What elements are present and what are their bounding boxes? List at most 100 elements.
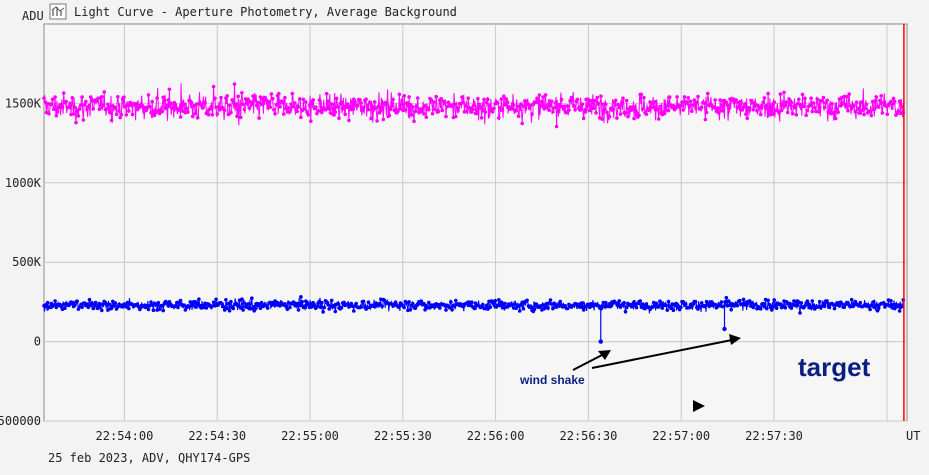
comparison-data-point xyxy=(339,100,344,105)
x-tick-label: 22:57:00 xyxy=(652,429,710,443)
target-data-point xyxy=(754,302,758,307)
comparison-data-point xyxy=(54,113,59,118)
target-data-point xyxy=(225,306,229,311)
target-data-point xyxy=(315,305,319,309)
comparison-data-point xyxy=(844,94,849,99)
target-data-point xyxy=(810,299,815,303)
target-data-point xyxy=(193,305,197,309)
target-data-point xyxy=(324,300,329,304)
comparison-data-point xyxy=(520,121,524,126)
target-data-point xyxy=(397,304,402,309)
target-data-point xyxy=(832,306,837,311)
target-data-point xyxy=(629,304,634,309)
target-data-point xyxy=(693,299,698,304)
y-tick-label: 1000K xyxy=(5,176,42,190)
target-data-point xyxy=(299,295,303,299)
comparison-data-point xyxy=(726,106,731,111)
play-marker-icon[interactable] xyxy=(693,400,705,412)
target-data-point xyxy=(320,300,324,305)
comparison-data-point xyxy=(240,91,244,95)
comparison-data-point xyxy=(235,114,239,118)
comparison-data-point xyxy=(536,98,540,103)
comparison-data-point xyxy=(87,103,92,108)
comparison-data-point xyxy=(783,103,788,108)
target-data-point xyxy=(297,303,302,308)
target-data-point xyxy=(332,305,336,309)
comparison-data-point xyxy=(215,112,220,116)
comparison-data-point xyxy=(604,102,608,107)
target-data-point xyxy=(565,306,570,311)
comparison-data-point xyxy=(122,95,126,99)
target-data-point xyxy=(806,302,811,306)
comparison-data-point xyxy=(835,107,839,111)
comparison-data-point xyxy=(758,112,763,117)
comparison-data-point xyxy=(687,103,692,108)
comparison-data-point xyxy=(411,105,415,109)
target-data-point xyxy=(499,300,504,305)
comparison-data-point xyxy=(581,116,586,121)
target-data-point xyxy=(345,302,350,306)
comparison-data-point xyxy=(49,102,54,107)
target-data-point xyxy=(773,303,778,308)
comparison-data-point xyxy=(847,92,851,96)
target-data-point xyxy=(580,301,585,305)
comparison-data-point xyxy=(543,93,548,97)
comparison-data-point xyxy=(336,105,340,109)
target-data-point xyxy=(623,309,628,314)
comparison-data-point xyxy=(313,105,318,109)
target-data-point xyxy=(581,308,586,312)
y-tick-label: 1500K xyxy=(5,96,42,110)
comparison-data-point xyxy=(804,113,808,117)
comparison-data-point xyxy=(186,110,190,114)
target-data-point xyxy=(380,304,384,308)
comparison-data-point xyxy=(854,100,859,105)
comparison-data-point xyxy=(304,100,308,104)
comparison-data-point xyxy=(210,113,215,117)
comparison-data-point xyxy=(594,111,598,115)
comparison-data-point xyxy=(656,117,661,121)
x-tick-label: 22:56:00 xyxy=(467,429,525,443)
comparison-data-point xyxy=(615,116,619,120)
target-data-point xyxy=(632,300,636,304)
wind-shake-arrow-1 xyxy=(572,350,611,371)
comparison-data-point xyxy=(225,94,229,98)
comparison-data-point xyxy=(226,112,231,117)
comparison-data-point xyxy=(803,96,807,101)
target-data-point xyxy=(419,299,424,304)
chart-icon[interactable] xyxy=(49,3,67,20)
target-data-point xyxy=(608,304,613,309)
target-data-point xyxy=(229,299,233,304)
comparison-data-point xyxy=(868,109,872,114)
target-data-point xyxy=(665,308,670,312)
target-data-point xyxy=(96,306,100,311)
comparison-data-point xyxy=(155,96,159,100)
target-data-point xyxy=(793,303,797,308)
comparison-data-point xyxy=(127,109,131,113)
target-data-point xyxy=(413,306,418,311)
comparison-data-point xyxy=(777,111,781,115)
comparison-data-point xyxy=(492,106,496,111)
comparison-data-point xyxy=(760,103,764,108)
target-data-point xyxy=(452,304,457,309)
comparison-data-point xyxy=(822,105,827,110)
comparison-data-point xyxy=(785,110,790,115)
comparison-data-point xyxy=(575,97,580,102)
target-data-point xyxy=(423,307,427,312)
comparison-data-point xyxy=(258,95,263,99)
comparison-data-point xyxy=(361,105,366,109)
wind-shake-arrow-2 xyxy=(591,334,741,369)
comparison-data-point xyxy=(725,103,730,107)
comparison-data-point xyxy=(327,107,332,111)
target-data-point xyxy=(713,302,717,307)
comparison-data-point xyxy=(125,102,130,107)
target-data-point xyxy=(772,298,776,302)
target-data-point xyxy=(227,308,232,313)
comparison-data-point xyxy=(810,109,815,114)
comparison-data-point xyxy=(412,119,416,124)
target-data-point xyxy=(525,298,529,303)
comparison-data-point xyxy=(675,95,679,99)
comparison-data-point xyxy=(620,100,624,105)
target-data-point xyxy=(896,303,901,307)
target-data-point xyxy=(758,306,763,311)
comparison-data-point xyxy=(682,95,687,99)
